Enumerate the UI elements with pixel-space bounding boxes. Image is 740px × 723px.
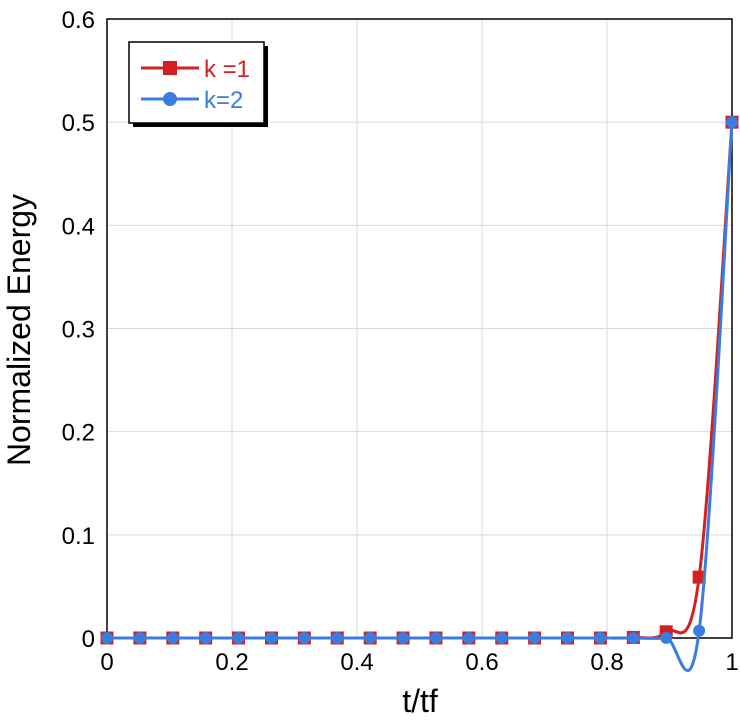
y-tick-label: 0.1 (62, 523, 95, 550)
y-axis-title: Normalized Energy (1, 194, 37, 466)
data-point (726, 116, 738, 129)
legend-label-k1: k =1 (204, 56, 250, 83)
y-tick-label: 0.5 (62, 110, 95, 137)
x-tick-label: 0.2 (215, 649, 248, 676)
data-point (133, 632, 146, 644)
data-point (692, 570, 706, 584)
data-point (627, 632, 640, 644)
data-point (265, 632, 278, 644)
data-point (462, 632, 475, 644)
y-tick-label: 0.6 (62, 7, 95, 34)
legend-label-k2: k=2 (204, 87, 243, 114)
data-point (298, 632, 311, 644)
data-point (693, 624, 706, 637)
data-point (232, 632, 245, 644)
x-tick-label: 0.6 (465, 649, 498, 676)
data-point (101, 632, 113, 644)
data-point (429, 632, 442, 644)
x-tick-label: 0.4 (340, 649, 373, 676)
data-point (561, 632, 574, 644)
data-point (495, 632, 508, 644)
data-point (660, 631, 673, 644)
legend-marker-k2 (163, 92, 177, 106)
y-tick-label: 0 (82, 626, 95, 653)
x-tick-label: 1 (725, 649, 738, 676)
data-point (397, 632, 410, 644)
data-point (528, 632, 541, 644)
data-point (594, 632, 607, 644)
y-axis: 0 0.1 0.2 0.3 0.4 0.5 0.6 (62, 7, 95, 653)
series-layer (100, 115, 739, 673)
y-tick-label: 0.4 (62, 213, 95, 240)
legend: k =1 k=2 (128, 41, 268, 127)
x-tick-label: 0.8 (590, 649, 623, 676)
series-line (106, 122, 734, 640)
series-line (106, 122, 734, 673)
series-1 (100, 115, 739, 645)
y-tick-label: 0.3 (62, 317, 95, 344)
series-2 (101, 116, 738, 673)
legend-box (128, 41, 265, 124)
x-axis: 0 0.2 0.4 0.6 0.8 1 (100, 649, 738, 676)
data-point (364, 632, 377, 644)
y-tick-label: 0.2 (62, 420, 95, 447)
data-point (199, 632, 212, 644)
x-axis-title: t/tf (402, 683, 438, 719)
x-tick-label: 0 (100, 649, 113, 676)
data-point (331, 632, 344, 644)
data-point (166, 632, 179, 644)
legend-marker-k1 (163, 61, 177, 75)
